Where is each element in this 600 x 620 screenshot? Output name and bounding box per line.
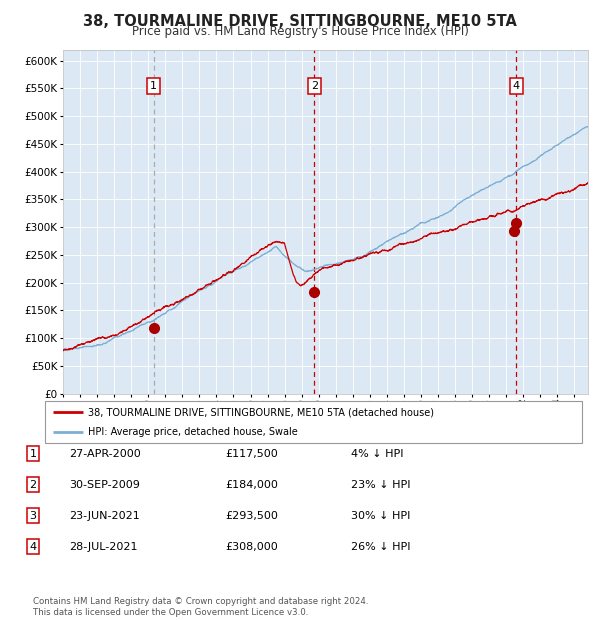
Text: 38, TOURMALINE DRIVE, SITTINGBOURNE, ME10 5TA (detached house): 38, TOURMALINE DRIVE, SITTINGBOURNE, ME1… <box>88 407 434 417</box>
Text: 30-SEP-2009: 30-SEP-2009 <box>69 480 140 490</box>
FancyBboxPatch shape <box>45 401 582 443</box>
Text: £184,000: £184,000 <box>225 480 278 490</box>
Text: 28-JUL-2021: 28-JUL-2021 <box>69 542 137 552</box>
Text: £293,500: £293,500 <box>225 511 278 521</box>
Text: 23% ↓ HPI: 23% ↓ HPI <box>351 480 410 490</box>
Text: 26% ↓ HPI: 26% ↓ HPI <box>351 542 410 552</box>
Text: 4: 4 <box>29 542 37 552</box>
Text: 4% ↓ HPI: 4% ↓ HPI <box>351 449 404 459</box>
Text: £308,000: £308,000 <box>225 542 278 552</box>
Text: 30% ↓ HPI: 30% ↓ HPI <box>351 511 410 521</box>
Text: 3: 3 <box>29 511 37 521</box>
Text: £117,500: £117,500 <box>225 449 278 459</box>
Text: 27-APR-2000: 27-APR-2000 <box>69 449 141 459</box>
Text: Contains HM Land Registry data © Crown copyright and database right 2024.
This d: Contains HM Land Registry data © Crown c… <box>33 598 368 617</box>
Text: 2: 2 <box>29 480 37 490</box>
Text: HPI: Average price, detached house, Swale: HPI: Average price, detached house, Swal… <box>88 427 298 437</box>
Text: 4: 4 <box>513 81 520 91</box>
Text: Price paid vs. HM Land Registry's House Price Index (HPI): Price paid vs. HM Land Registry's House … <box>131 25 469 38</box>
Text: 38, TOURMALINE DRIVE, SITTINGBOURNE, ME10 5TA: 38, TOURMALINE DRIVE, SITTINGBOURNE, ME1… <box>83 14 517 29</box>
Text: 1: 1 <box>150 81 157 91</box>
Text: 1: 1 <box>29 449 37 459</box>
Text: 2: 2 <box>311 81 318 91</box>
Text: 23-JUN-2021: 23-JUN-2021 <box>69 511 140 521</box>
